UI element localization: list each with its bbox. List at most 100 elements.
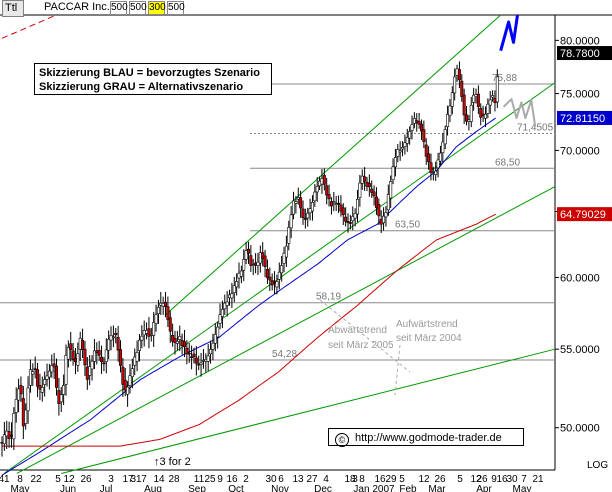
candle-body bbox=[429, 162, 433, 173]
candle-body bbox=[443, 129, 447, 145]
x-day-label: 9 bbox=[217, 474, 223, 485]
x-day-label: 7 bbox=[141, 474, 147, 485]
candle-body bbox=[228, 294, 232, 299]
candle-body bbox=[111, 336, 115, 339]
x-day-label: 16 bbox=[226, 474, 238, 485]
y-tick-label: 60.0000 bbox=[560, 272, 600, 284]
candle-body bbox=[310, 201, 314, 212]
period-button-3[interactable]: 500 bbox=[167, 1, 185, 15]
candle-body bbox=[474, 94, 478, 98]
candle-body bbox=[216, 326, 220, 338]
candle-body bbox=[232, 285, 236, 294]
candle-body bbox=[322, 175, 326, 185]
candle-body bbox=[220, 309, 224, 317]
candle-body bbox=[28, 369, 32, 386]
candle-body bbox=[287, 227, 291, 244]
trend-annotation: seit März 2004 bbox=[396, 333, 462, 344]
level-label: 71,4505 bbox=[517, 123, 554, 134]
x-month-label: Jul bbox=[100, 484, 113, 492]
level-label: 63,50 bbox=[395, 220, 420, 231]
candle-body bbox=[38, 384, 42, 390]
candle-body bbox=[419, 123, 423, 132]
candle-body bbox=[168, 317, 172, 332]
candle-body bbox=[374, 196, 378, 208]
candle-body bbox=[424, 144, 428, 157]
split-note: ↑3 for 2 bbox=[154, 456, 191, 468]
candle-body bbox=[460, 80, 464, 97]
candle-body bbox=[164, 301, 168, 307]
candle-body bbox=[436, 159, 440, 169]
price-box bbox=[557, 46, 612, 61]
candle-body bbox=[280, 265, 284, 274]
x-day-label: 31 bbox=[130, 474, 142, 485]
candle-body bbox=[192, 353, 196, 357]
candle-body bbox=[348, 222, 352, 224]
candle-body bbox=[360, 175, 364, 184]
x-day-label: 3 bbox=[352, 474, 358, 485]
candle-body bbox=[92, 350, 96, 362]
x-day-label: 17 bbox=[122, 474, 134, 485]
candle-body bbox=[126, 386, 130, 395]
candle-body bbox=[313, 191, 317, 202]
candle-body bbox=[218, 314, 222, 324]
x-day-label: 22 bbox=[30, 474, 42, 485]
price-box bbox=[557, 110, 612, 125]
candle-body bbox=[159, 302, 163, 306]
candle-body bbox=[296, 197, 300, 200]
candle-body bbox=[33, 368, 37, 371]
candle-body bbox=[26, 387, 30, 412]
candle-body bbox=[180, 339, 184, 346]
trend-annotation: seit März 2005 bbox=[328, 340, 394, 351]
candle-body bbox=[40, 387, 44, 393]
candle-body bbox=[69, 343, 73, 350]
candle-body bbox=[346, 221, 350, 223]
x-day-label: 5 bbox=[399, 474, 405, 485]
candle-body bbox=[438, 152, 442, 162]
candle-body bbox=[358, 182, 362, 198]
candle-body bbox=[334, 203, 338, 205]
candle-body bbox=[152, 322, 156, 336]
candle-body bbox=[104, 349, 108, 363]
source-link[interactable]: http://www.godmode-trader.de bbox=[355, 432, 502, 444]
candle-body bbox=[107, 339, 111, 351]
candlestick-series bbox=[0, 61, 499, 457]
candle-body bbox=[154, 314, 158, 324]
candle-body bbox=[66, 346, 70, 360]
candle-body bbox=[446, 114, 450, 127]
candle-body bbox=[73, 358, 77, 363]
candle-body bbox=[325, 185, 329, 196]
y-tick-label: 50.0000 bbox=[560, 423, 600, 435]
candle-body bbox=[405, 137, 409, 144]
y-tick-label: 80.0000 bbox=[560, 35, 600, 47]
channel-line bbox=[164, 14, 502, 316]
candle-body bbox=[0, 441, 4, 444]
x-day-label: 41 bbox=[0, 474, 10, 485]
x-day-label: 25 bbox=[204, 474, 216, 485]
x-day-label: 8 bbox=[359, 474, 365, 485]
y-tick-label: 75.0000 bbox=[560, 89, 600, 101]
candle-body bbox=[135, 352, 139, 362]
candle-body bbox=[225, 301, 229, 306]
period-button-1[interactable]: 500 bbox=[129, 1, 147, 15]
x-month-label: Oct bbox=[228, 484, 244, 492]
annotation-pointer bbox=[319, 299, 411, 373]
candle-body bbox=[235, 281, 239, 288]
symbol-badge: Ttl bbox=[2, 0, 24, 17]
candle-body bbox=[116, 336, 120, 351]
candle-body bbox=[24, 409, 28, 424]
candle-body bbox=[171, 335, 175, 342]
scenario-legend: Skizzierung BLAU = bevorzugtes Szenario … bbox=[34, 63, 272, 95]
candle-body bbox=[450, 92, 454, 107]
period-button-0[interactable]: 500 bbox=[110, 1, 128, 15]
moving-average-line bbox=[2, 213, 497, 447]
x-month-label: Jun bbox=[60, 484, 76, 492]
period-button-2[interactable]: 300 bbox=[148, 1, 166, 15]
candle-body bbox=[9, 434, 13, 437]
candle-body bbox=[197, 363, 201, 366]
candle-body bbox=[491, 95, 495, 98]
support-resistance-levels: 75,88 71,4505 68,50 63,50 58,19 54,28 bbox=[0, 73, 555, 361]
candle-body bbox=[282, 252, 286, 264]
candle-body bbox=[448, 105, 452, 116]
candle-body bbox=[401, 147, 405, 150]
candle-body bbox=[427, 153, 431, 163]
